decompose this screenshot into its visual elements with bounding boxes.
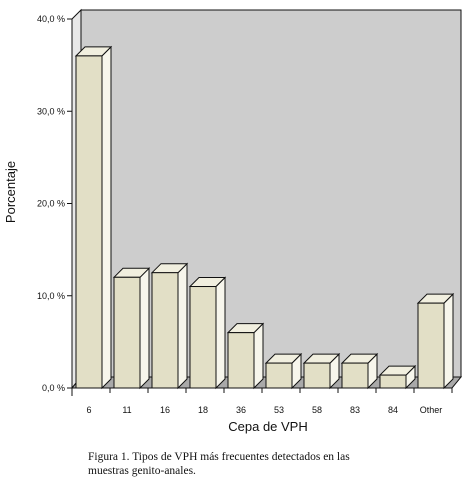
x-tick-label: 53 [274, 405, 284, 415]
bars [74, 45, 455, 390]
x-tick-label: 16 [160, 405, 170, 415]
x-tick-label: 83 [350, 405, 360, 415]
bar [416, 292, 455, 390]
x-tick-label: 36 [236, 405, 246, 415]
y-tick-label: 20,0 % [37, 199, 65, 209]
bar-front [303, 362, 331, 389]
bar-front [151, 272, 179, 389]
bar [112, 267, 151, 390]
y-tick-label: 40,0 % [37, 14, 65, 24]
bar [302, 352, 341, 390]
bar-side [443, 292, 454, 390]
bar [188, 276, 227, 390]
bar-front [417, 302, 445, 389]
bar [74, 45, 113, 390]
bar-front [113, 276, 141, 389]
bar-front [265, 362, 293, 389]
x-axis-title: Cepa de VPH [228, 419, 308, 434]
bar-side [177, 262, 188, 390]
y-tick-label: 0,0 % [42, 383, 65, 393]
bar-front [227, 332, 255, 389]
x-tick-label: 18 [198, 405, 208, 415]
x-tick-label: 84 [388, 405, 398, 415]
y-axis-title: Porcentaje [3, 161, 18, 223]
bar-side [215, 276, 226, 390]
bar [378, 364, 417, 390]
y-tick-label: 10,0 % [37, 291, 65, 301]
bar-side [253, 322, 264, 390]
x-tick-label: 6 [86, 405, 91, 415]
caption-line-2: muestras genito-anales. [88, 465, 196, 477]
axes: 0,0 % 10,0 % 20,0 % 30,0 % 40,0 % 6 11 16 18 36 53… [37, 14, 453, 415]
bar-front [75, 55, 103, 389]
bar [340, 352, 379, 390]
x-tick-label: 58 [312, 405, 322, 415]
figure-caption: Figura 1. Tipos de VPH más frecuentes de… [88, 450, 428, 478]
bar [226, 322, 265, 390]
bar [264, 352, 303, 390]
bar-front [189, 286, 217, 389]
bar-front [379, 374, 407, 389]
x-tick-label: Other [420, 405, 443, 415]
bar-side [139, 267, 150, 390]
x-tick-label: 11 [122, 405, 131, 415]
bar-front [341, 362, 369, 389]
bar-side [101, 45, 112, 390]
caption-line-1: Figura 1. Tipos de VPH más frecuentes de… [88, 451, 350, 463]
y-tick-label: 30,0 % [37, 106, 65, 116]
bar [150, 262, 189, 390]
